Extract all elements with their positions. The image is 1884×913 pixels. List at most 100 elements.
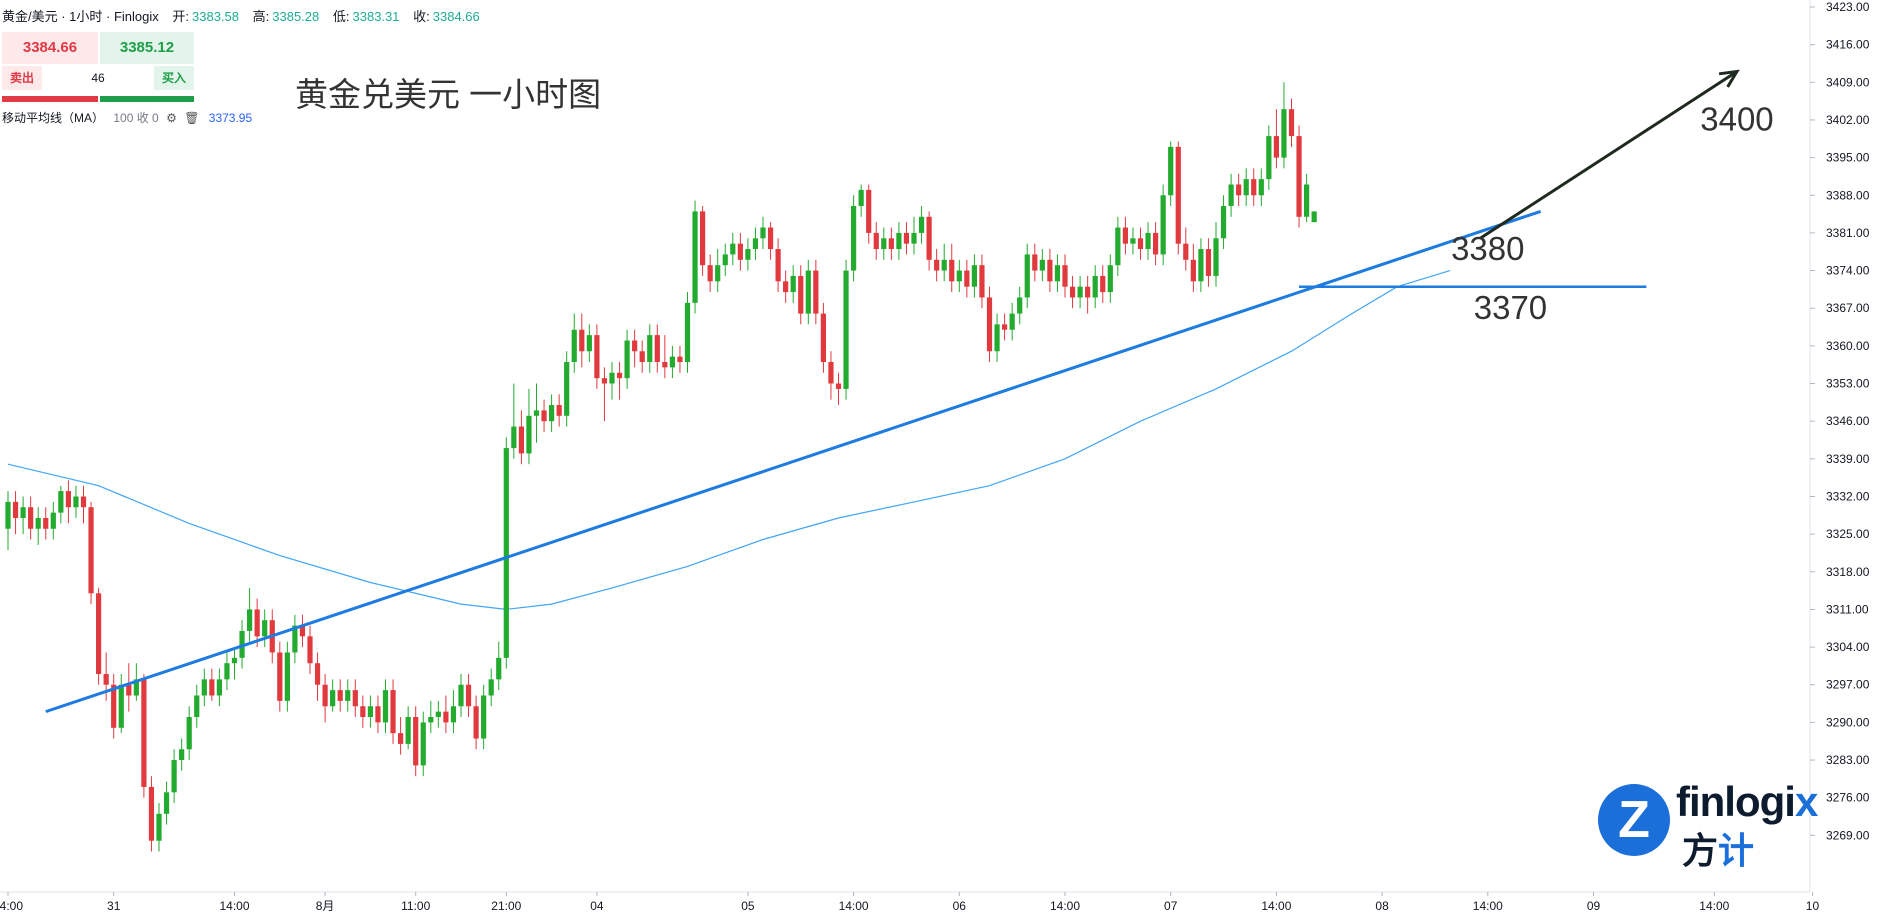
candle: [677, 345, 683, 373]
candle: [20, 496, 26, 535]
y-tick-label: 3353.00: [1826, 377, 1870, 391]
candle-body: [896, 232, 902, 250]
price-axis: 3269.00 3276.00 3283.00 3290.00 3297.00 3304.…: [1810, 0, 1870, 842]
candle: [1137, 227, 1144, 260]
candle-body: [247, 609, 253, 631]
candle-body: [684, 302, 691, 363]
candle-body: [80, 496, 87, 508]
candle-body: [171, 760, 177, 793]
candle-body: [549, 405, 555, 422]
y-tick-label: 3409.00: [1826, 75, 1870, 89]
candle: [1047, 249, 1053, 293]
candle-body: [1190, 259, 1196, 282]
candle-body: [511, 426, 517, 449]
candle-body: [1145, 232, 1151, 250]
y-tick-label: 3276.00: [1826, 791, 1870, 805]
ma-layer: [7, 270, 1451, 611]
candle-body: [647, 335, 653, 363]
candle-body: [360, 706, 366, 718]
candle: [284, 641, 290, 712]
candle: [798, 265, 804, 325]
candle-body: [805, 270, 811, 314]
buy-price-button[interactable]: 3385.12: [100, 32, 194, 64]
spread-value: 46: [91, 71, 105, 85]
candle-body: [1228, 184, 1234, 207]
ma-value: 3373.95: [208, 111, 253, 125]
x-tick-label: 21:00: [491, 899, 521, 913]
buy-button[interactable]: 买入: [154, 66, 194, 90]
arrow-head: [1718, 69, 1740, 88]
gear-icon[interactable]: ⚙: [166, 111, 177, 125]
sell-price-button[interactable]: 3384.66: [2, 32, 98, 64]
y-tick-label: 3269.00: [1826, 828, 1870, 842]
candle: [767, 222, 774, 260]
candle-body: [473, 706, 479, 739]
candle: [473, 695, 479, 750]
candle-body: [1183, 243, 1189, 260]
x-tick-label: 8月: [316, 899, 335, 913]
candle: [715, 249, 721, 293]
x-tick-label: 11:00: [401, 899, 430, 913]
candle: [262, 609, 268, 648]
candle: [247, 587, 253, 642]
candle-body: [314, 663, 321, 685]
candle-body: [1122, 227, 1128, 244]
ma-legend[interactable]: 移动平均线（MA） 100 收 0 ⚙ 🗑 3373.95: [2, 109, 252, 126]
candle: [956, 259, 962, 293]
candle-body: [465, 684, 472, 707]
candle-body: [700, 211, 706, 266]
candle-body: [798, 275, 804, 314]
y-tick-label: 3367.00: [1826, 301, 1870, 315]
candle: [586, 324, 592, 363]
candle-body: [1220, 206, 1227, 239]
candle: [1288, 98, 1295, 147]
candle: [322, 673, 328, 723]
candle: [12, 491, 19, 535]
y-tick-label: 3304.00: [1826, 640, 1870, 654]
candle-body: [1137, 238, 1144, 250]
candle-body: [790, 275, 796, 293]
candle: [752, 227, 759, 260]
close-value: 3384.66: [432, 9, 480, 24]
candle-body: [201, 679, 207, 696]
candle: [1205, 238, 1212, 287]
candle: [541, 399, 547, 432]
candle: [707, 254, 713, 293]
x-tick-label: 09: [1587, 899, 1601, 913]
candle: [277, 641, 283, 712]
logo-mark: Z: [1598, 784, 1670, 856]
candle: [654, 324, 660, 373]
candle-body: [126, 684, 132, 696]
candle-body: [277, 652, 283, 701]
trendline: [45, 209, 1542, 714]
candle-body: [518, 426, 524, 454]
candle: [1077, 275, 1083, 309]
candle-body: [111, 684, 117, 728]
trash-icon[interactable]: 🗑: [184, 111, 200, 125]
candle-body: [118, 684, 124, 728]
candle-body: [639, 351, 645, 363]
y-tick-label: 3318.00: [1826, 565, 1870, 579]
candle: [1153, 222, 1159, 266]
candle: [163, 781, 170, 825]
sell-button[interactable]: 卖出: [2, 66, 42, 90]
candle-body: [382, 690, 389, 723]
candle: [171, 749, 177, 804]
candle: [186, 706, 192, 761]
candle-body: [352, 690, 358, 707]
candle-body: [903, 232, 910, 244]
candle-body: [133, 679, 139, 696]
x-tick-label: 07: [1164, 899, 1178, 913]
candle: [949, 243, 955, 293]
candle: [148, 776, 155, 852]
y-tick-label: 3339.00: [1826, 452, 1870, 466]
candle: [1115, 216, 1121, 276]
candle-body: [873, 232, 879, 250]
candle: [866, 184, 872, 244]
candle: [1160, 184, 1166, 266]
candle-body: [5, 501, 11, 529]
x-tick-label: 08: [1375, 899, 1389, 913]
logo-text-en-main: finlogi: [1676, 778, 1796, 825]
candle-body: [345, 690, 351, 701]
